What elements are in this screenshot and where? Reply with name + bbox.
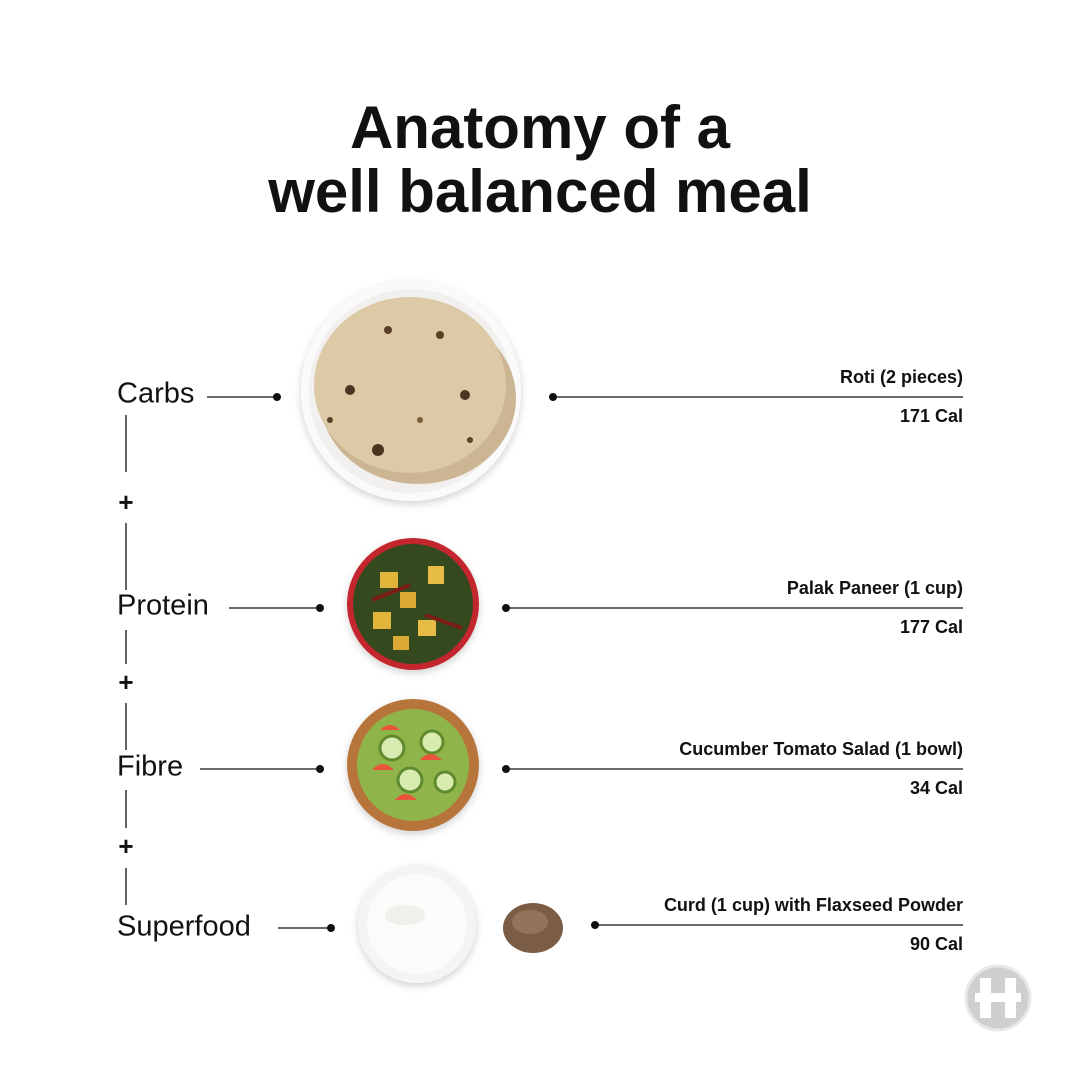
item-name: Palak Paneer (1 cup) [787,578,963,598]
plus-sign: + [118,487,133,517]
item-name: Cucumber Tomato Salad (1 bowl) [679,739,963,759]
logo [964,964,1032,1032]
category-label: Superfood [117,911,251,943]
category-label: Carbs [117,378,194,410]
item-name: Roti (2 pieces) [840,367,963,387]
calories: 34 Cal [910,778,963,798]
curd-image [358,865,476,983]
title-line: well balanced meal [267,158,812,225]
title-line: Anatomy of a [350,94,731,161]
category-label: Fibre [117,751,183,783]
category-label: Protein [117,590,209,622]
plus-sign: + [118,831,133,861]
item-name: Curd (1 cup) with Flaxseed Powder [664,895,963,915]
calories: 90 Cal [910,934,963,954]
calories: 177 Cal [900,617,963,637]
salad-image [347,699,479,831]
plus-sign: + [118,667,133,697]
roti-image [301,281,521,501]
flaxseed-image [503,903,563,953]
calories: 171 Cal [900,406,963,426]
palak-paneer-image [347,538,479,670]
